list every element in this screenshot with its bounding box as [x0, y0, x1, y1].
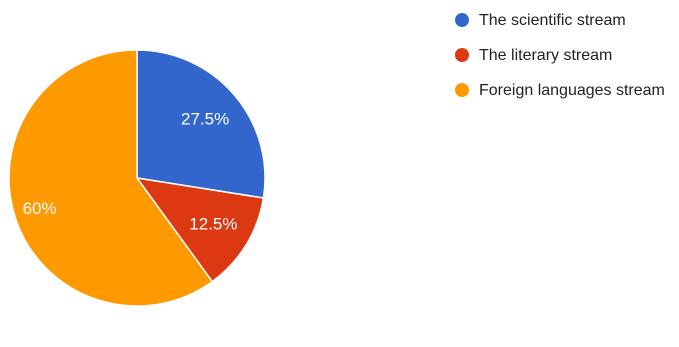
legend-item: The literary stream: [455, 47, 612, 64]
legend-label: Foreign languages stream: [479, 82, 665, 99]
legend-label: The literary stream: [479, 47, 612, 64]
slice-label-foreign-languages-stream: 60%: [23, 199, 57, 218]
pie-slice-the-literary-stream: [135, 176, 265, 283]
legend-item: The scientific stream: [455, 12, 626, 29]
legend-marker: [455, 13, 469, 27]
pie-slice-foreign-languages-stream: [8, 49, 214, 307]
legend-label: The scientific stream: [479, 12, 626, 29]
legend: The scientific stream The literary stream…: [455, 12, 665, 99]
legend-marker: [455, 83, 469, 97]
pie-slices: [8, 49, 266, 307]
slice-label-the-literary-stream: 12.5%: [189, 214, 237, 233]
legend-item: Foreign languages stream: [455, 82, 665, 99]
pie-slice-the-scientific-stream: [136, 49, 266, 199]
slice-label-the-scientific-stream: 27.5%: [181, 109, 229, 128]
pie-slice-labels: 27.5% 12.5% 60%: [23, 109, 238, 233]
legend-marker: [455, 48, 469, 62]
